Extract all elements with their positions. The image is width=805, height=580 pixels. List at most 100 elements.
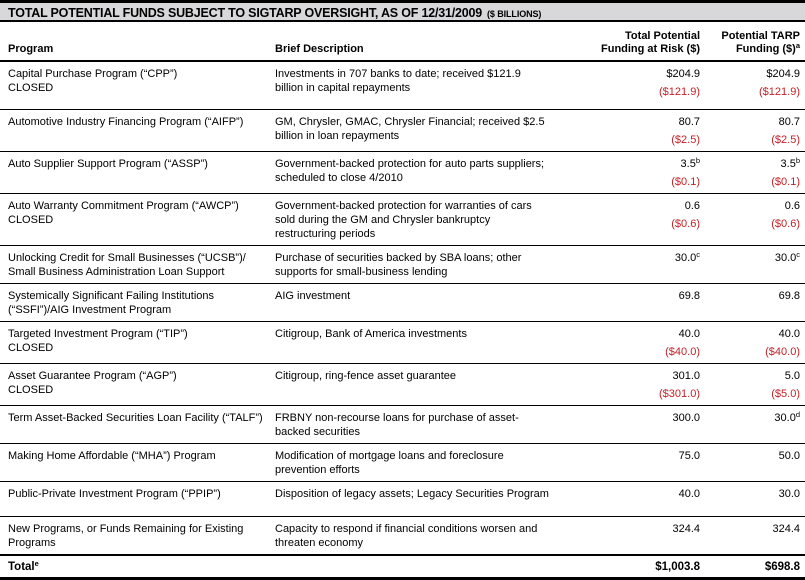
tarp-funding-value: 324.4 xyxy=(772,523,800,535)
program-description: Government-backed protection for auto pa… xyxy=(275,158,545,184)
table-title: TOTAL POTENTIAL FUNDS SUBJECT TO SIGTARP… xyxy=(8,6,483,20)
funding-at-risk-cell: 40.0 ($40.0) xyxy=(565,327,700,359)
tarp-funding-cell: 5.0 ($5.0) xyxy=(700,369,805,401)
funding-at-risk-repayment: ($301.0) xyxy=(659,388,700,400)
funding-at-risk-value: 324.4 xyxy=(672,523,700,535)
funding-at-risk-value: 40.0 xyxy=(678,488,700,500)
tarp-funding-repayment: ($0.6) xyxy=(771,218,800,230)
tarp-funding-value: 30.0 xyxy=(778,488,800,500)
program-name: Term Asset-Backed Securities Loan Facili… xyxy=(8,412,263,424)
funding-at-risk-cell: $204.9 ($121.9) xyxy=(565,67,700,105)
program-status: CLOSED xyxy=(8,82,54,94)
table-row-assp: Auto Supplier Support Program (“ASSP”) G… xyxy=(0,152,805,194)
tarp-funding-value: $204.9 xyxy=(766,68,800,80)
column-header-program: Program xyxy=(8,43,54,55)
funding-at-risk-cell: 30.0c xyxy=(565,251,700,279)
column-header-description: Brief Description xyxy=(275,43,364,55)
program-cell: Unlocking Credit for Small Businesses (“… xyxy=(0,251,275,279)
tarp-funding-repayment: ($121.9) xyxy=(759,86,800,98)
program-name: Asset Guarantee Program (“AGP”) xyxy=(8,370,177,382)
funding-at-risk-value: $204.9 xyxy=(666,68,700,80)
funding-at-risk-cell: 301.0 ($301.0) xyxy=(565,369,700,401)
tarp-funding-value: 40.0 xyxy=(778,328,800,340)
program-name: Targeted Investment Program (“TIP”) xyxy=(8,328,188,340)
program-description: AIG investment xyxy=(275,290,351,302)
tarp-funding-cell: 40.0 ($40.0) xyxy=(700,327,805,359)
program-status: CLOSED xyxy=(8,384,54,396)
funding-at-risk-cell: 3.5b ($0.1) xyxy=(565,157,700,189)
footnote-marker: c xyxy=(796,250,800,259)
table-header-row: Program Brief Description Total Potentia… xyxy=(0,22,805,62)
program-name: Systemically Significant Failing Institu… xyxy=(8,290,215,316)
tarp-funding-cell: 3.5b ($0.1) xyxy=(700,157,805,189)
program-cell: Auto Warranty Commitment Program (“AWCP”… xyxy=(0,199,275,241)
table-row-aifp: Automotive Industry Financing Program (“… xyxy=(0,110,805,152)
tarp-funding-repayment: ($0.1) xyxy=(771,176,800,188)
tarp-funding-cell: 50.0 xyxy=(700,449,805,477)
footnote-marker: b xyxy=(695,156,700,165)
funding-at-risk-cell: 69.8 xyxy=(565,289,700,317)
program-cell: Auto Supplier Support Program (“ASSP”) xyxy=(0,157,275,189)
tarp-funding-repayment: ($40.0) xyxy=(765,346,800,358)
table-row-awcp: Auto Warranty Commitment Program (“AWCP”… xyxy=(0,194,805,246)
funding-at-risk-repayment: ($40.0) xyxy=(665,346,700,358)
footnote-marker-a: a xyxy=(795,41,800,50)
program-cell: Making Home Affordable (“MHA”) Program xyxy=(0,449,275,477)
program-status: CLOSED xyxy=(8,342,54,354)
funding-at-risk-cell: 40.0 xyxy=(565,487,700,512)
funding-at-risk-cell: 0.6 ($0.6) xyxy=(565,199,700,241)
tarp-funding-repayment: ($2.5) xyxy=(771,134,800,146)
tarp-funding-value: 3.5b xyxy=(780,156,800,170)
funding-at-risk-cell: 300.0 xyxy=(565,411,700,439)
total-label: Totale xyxy=(8,559,39,573)
program-description: Disposition of legacy assets; Legacy Sec… xyxy=(275,488,549,500)
tarp-funding-cell: $204.9 ($121.9) xyxy=(700,67,805,105)
tarp-funding-cell: 69.8 xyxy=(700,289,805,317)
table-row-agp: Asset Guarantee Program (“AGP”) CLOSED C… xyxy=(0,364,805,406)
funding-at-risk-value: 0.6 xyxy=(684,200,700,212)
program-name: Making Home Affordable (“MHA”) Program xyxy=(8,450,216,462)
funding-at-risk-value: 30.0c xyxy=(674,250,700,264)
funding-at-risk-repayment: ($0.1) xyxy=(671,176,700,188)
funding-at-risk-repayment: ($0.6) xyxy=(671,218,700,230)
table-row-new-programs: New Programs, or Funds Remaining for Exi… xyxy=(0,517,805,556)
funding-at-risk-value: 40.0 xyxy=(678,328,700,340)
program-name: Public-Private Investment Program (“PPIP… xyxy=(8,488,221,500)
tarp-funding-repayment: ($5.0) xyxy=(771,388,800,400)
program-status: CLOSED xyxy=(8,214,54,226)
program-description: Investments in 707 banks to date; receiv… xyxy=(275,68,521,94)
program-cell: Automotive Industry Financing Program (“… xyxy=(0,115,275,147)
column-header-funding-at-risk: Total Potential Funding at Risk ($) xyxy=(601,30,700,55)
program-description: Citigroup, ring-fence asset guarantee xyxy=(275,370,456,382)
table-title-bar: TOTAL POTENTIAL FUNDS SUBJECT TO SIGTARP… xyxy=(0,0,805,22)
footnote-marker-e: e xyxy=(34,559,39,568)
total-tarp-funding: $698.8 xyxy=(764,561,800,573)
program-description: GM, Chrysler, GMAC, Chrysler Financial; … xyxy=(275,116,545,142)
tarp-funding-cell: 30.0d xyxy=(700,411,805,439)
tarp-funding-value: 80.7 xyxy=(778,116,800,128)
footnote-marker: d xyxy=(795,410,800,419)
table-body: Capital Purchase Program (“CPP”) CLOSED … xyxy=(0,62,805,556)
tarp-funding-cell: 324.4 xyxy=(700,522,805,550)
program-name: Unlocking Credit for Small Businesses (“… xyxy=(8,252,246,278)
table-row-mha: Making Home Affordable (“MHA”) Program M… xyxy=(0,444,805,482)
tarp-funding-value: 69.8 xyxy=(778,290,800,302)
program-name: New Programs, or Funds Remaining for Exi… xyxy=(8,523,244,549)
program-cell: Public-Private Investment Program (“PPIP… xyxy=(0,487,275,512)
table-row-ssfi: Systemically Significant Failing Institu… xyxy=(0,284,805,322)
tarp-funding-value: 30.0c xyxy=(774,250,800,264)
funding-at-risk-repayment: ($121.9) xyxy=(659,86,700,98)
tarp-funding-cell: 30.0 xyxy=(700,487,805,512)
tarp-funding-cell: 30.0c xyxy=(700,251,805,279)
footnote-marker: b xyxy=(795,156,800,165)
funding-at-risk-value: 3.5b xyxy=(680,156,700,170)
table-row-cpp: Capital Purchase Program (“CPP”) CLOSED … xyxy=(0,62,805,110)
funding-at-risk-value: 80.7 xyxy=(678,116,700,128)
tarp-funding-cell: 80.7 ($2.5) xyxy=(700,115,805,147)
table-total-row: Totale $1,003.8 $698.8 xyxy=(0,556,805,580)
program-description: Purchase of securities backed by SBA loa… xyxy=(275,252,522,278)
column-header-tarp-funding: Potential TARP Funding ($)a xyxy=(721,30,800,55)
program-cell: Term Asset-Backed Securities Loan Facili… xyxy=(0,411,275,439)
program-description: Modification of mortgage loans and forec… xyxy=(275,450,504,476)
